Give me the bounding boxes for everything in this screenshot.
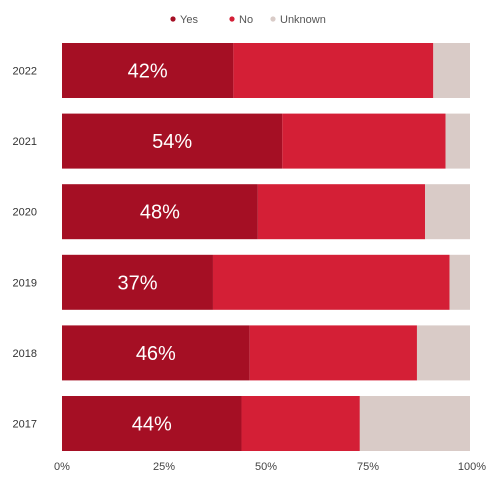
legend: Yes No Unknown [170, 14, 326, 26]
bars: 42% 54% 48% 37% 46% 44% [62, 43, 470, 451]
bar-segment-yes-2017 [62, 396, 242, 451]
data-label-2020: 48% [140, 202, 180, 224]
bar-segment-unknown-2017 [359, 396, 470, 451]
bar-segment-no-2021 [282, 113, 446, 169]
x-tick-label-4: 100% [458, 461, 486, 473]
data-label-2018: 46% [136, 343, 176, 365]
x-tick-label-3: 75% [357, 461, 379, 473]
bar-segment-yes-2022 [62, 43, 234, 98]
x-tick-label-2: 50% [255, 461, 277, 473]
legend-label-yes: Yes [180, 14, 198, 26]
bar-segment-unknown-2021 [445, 113, 470, 169]
legend-swatch-unknown [270, 16, 276, 22]
category-label-2022: 2022 [13, 66, 37, 78]
bar-segment-yes-2020 [62, 184, 258, 240]
bar-segment-no-2022 [233, 43, 434, 98]
category-label-2019: 2019 [13, 277, 37, 289]
legend-label-unknown: Unknown [280, 14, 326, 26]
category-label-2017: 2017 [13, 419, 37, 431]
x-tick-label-1: 25% [153, 461, 175, 473]
data-label-2019: 37% [117, 272, 157, 294]
category-label-2021: 2021 [13, 136, 37, 148]
data-label-2021: 54% [152, 131, 192, 153]
data-label-2022: 42% [128, 61, 168, 83]
x-tick-label-0: 0% [54, 461, 70, 473]
bar-segment-unknown-2019 [449, 254, 470, 310]
bar-segment-yes-2021 [62, 113, 283, 169]
x-axis-ticks: 0% 25% 50% 75% 100% [54, 461, 486, 473]
bar-segment-no-2018 [249, 325, 417, 381]
bar-segment-no-2017 [241, 396, 360, 451]
bar-segment-no-2020 [257, 184, 426, 240]
legend-swatch-yes [170, 16, 176, 22]
bar-segment-no-2019 [212, 254, 450, 310]
bar-segment-yes-2019 [62, 254, 213, 310]
bar-segment-yes-2018 [62, 325, 250, 381]
category-label-2020: 2020 [13, 207, 37, 219]
legend-label-no: No [239, 14, 253, 26]
bar-segment-unknown-2018 [416, 325, 470, 381]
legend-swatch-no [229, 16, 235, 22]
category-label-2018: 2018 [13, 348, 37, 360]
category-labels: 2022 2021 2020 2019 2018 2017 [13, 66, 37, 431]
data-label-2017: 44% [132, 414, 172, 436]
bar-segment-unknown-2020 [425, 184, 470, 240]
bar-segment-unknown-2022 [433, 43, 470, 98]
